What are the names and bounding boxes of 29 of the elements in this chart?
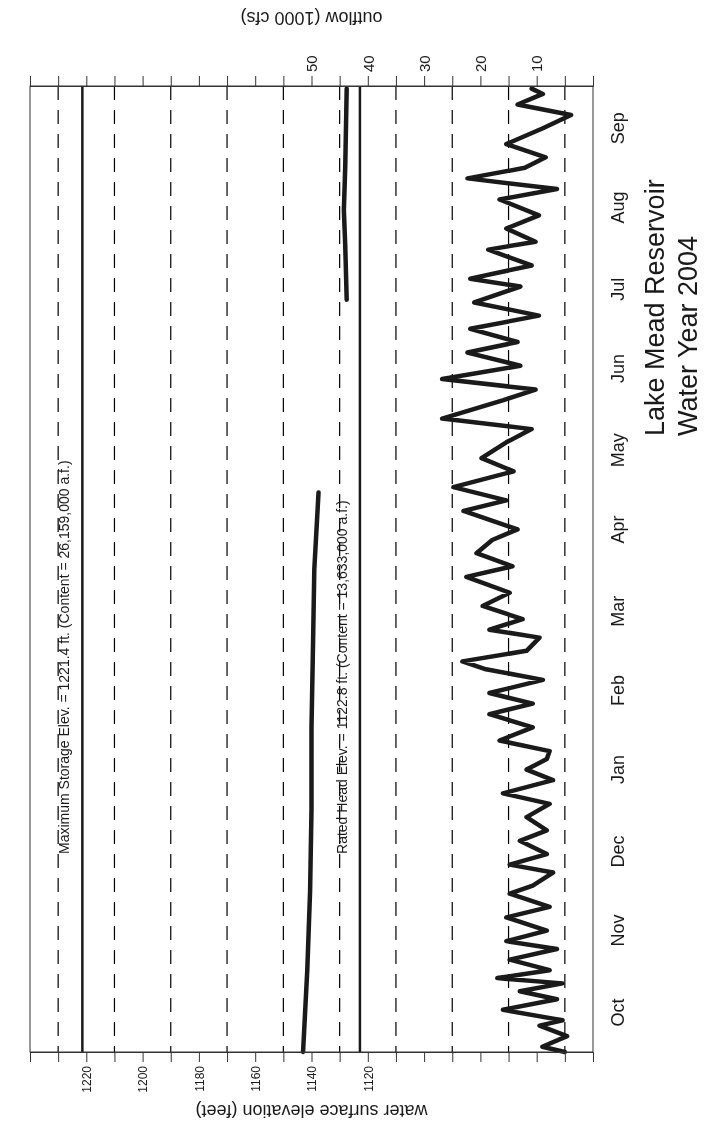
y-tick-label: Jul <box>608 277 628 301</box>
x-axis-title: water surface elevation (feet) <box>195 1101 429 1121</box>
y-tick-label: Feb <box>608 674 628 706</box>
x2-tick-label: 10 <box>528 55 546 72</box>
x2-tick-label: 40 <box>359 55 377 72</box>
x-tick-label: 1140 <box>305 1065 320 1092</box>
y-tick-label: Oct <box>608 998 628 1027</box>
x-tick-label: 1120 <box>361 1065 376 1092</box>
x-tick-label: 1160 <box>248 1065 263 1092</box>
y-tick-label: Apr <box>608 515 628 544</box>
y-tick-label: Dec <box>608 835 628 868</box>
x2-tick-label: 30 <box>415 55 433 72</box>
x-tick-label: 1200 <box>136 1065 151 1093</box>
text: Lake Mead Reservoir <box>640 179 670 436</box>
y-tick-label: Nov <box>608 914 628 947</box>
y-tick-label: Aug <box>608 191 628 224</box>
y-tick-label: Jan <box>608 755 628 785</box>
y-tick-label: Sep <box>608 112 628 145</box>
ref-line-label: Rated Head Elev. = 1122.8 ft. (Content = 13,633,000 a.f.) <box>333 500 350 854</box>
x2-tick-label: 20 <box>472 55 490 72</box>
y-tick-label: May <box>608 433 628 468</box>
x2-axis-title: outflow (1000 cfs) <box>240 8 383 28</box>
y-tick-label: Jun <box>608 353 628 383</box>
x-tick-label: 1180 <box>192 1065 207 1092</box>
ref-line-label: Maximum Storage Elev. = 1221.4 ft. (Content = 26,159,000 a.f.) <box>56 460 73 854</box>
text: Water Year 2004 <box>673 235 703 436</box>
x2-tick-label: 50 <box>303 55 321 72</box>
x-tick-label: 1220 <box>80 1065 94 1093</box>
y-tick-label: Mar <box>608 595 628 627</box>
